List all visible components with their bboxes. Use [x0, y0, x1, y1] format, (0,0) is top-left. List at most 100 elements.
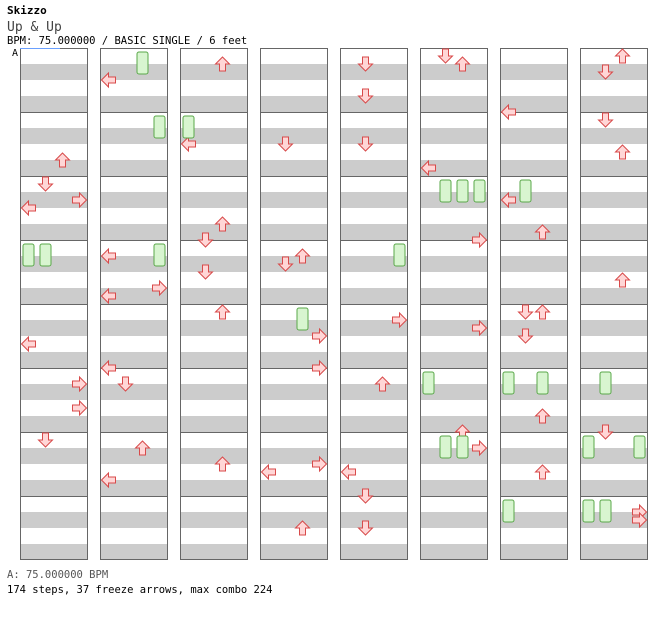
lane-stripe	[420, 416, 488, 432]
lane-stripe	[100, 352, 168, 368]
step-arrow	[632, 511, 648, 529]
freeze-arrow	[296, 307, 309, 331]
lane-stripe	[420, 448, 488, 464]
lane-stripe	[500, 512, 568, 528]
step-arrow	[197, 232, 214, 248]
freeze-arrow	[422, 371, 435, 395]
lane-stripe	[100, 480, 168, 496]
lane-stripe	[340, 96, 408, 112]
freeze-arrow	[536, 371, 549, 395]
bpm-legend: A: 75.000000 BPM	[7, 569, 109, 581]
freeze-arrow	[456, 179, 469, 203]
step-arrow	[357, 88, 374, 104]
freeze-arrow	[502, 499, 515, 523]
lane-stripe	[20, 352, 88, 368]
lane-stripe	[580, 448, 648, 464]
lane-stripe	[500, 96, 568, 112]
lane-stripe	[580, 160, 648, 176]
lane-stripe	[260, 448, 328, 464]
step-arrow	[214, 456, 231, 472]
freeze-arrow	[39, 243, 52, 267]
step-arrow	[294, 520, 311, 536]
step-arrow	[374, 376, 391, 392]
song-title: Up & Up	[7, 20, 62, 35]
lane-stripe	[260, 384, 328, 400]
lane-stripe	[20, 320, 88, 336]
freeze-arrow	[633, 435, 646, 459]
freeze-arrow	[153, 243, 166, 267]
lane-stripe	[180, 320, 248, 336]
chart-info: BPM: 75.000000 / BASIC SINGLE / 6 feet	[7, 35, 248, 47]
lane-stripe	[340, 224, 408, 240]
step-arrow	[534, 464, 551, 480]
step-arrow	[614, 48, 631, 64]
step-arrow	[517, 304, 534, 320]
lane-stripe	[500, 288, 568, 304]
lane-stripe	[580, 288, 648, 304]
step-arrow	[100, 471, 116, 489]
lane-stripe	[20, 480, 88, 496]
freeze-arrow	[182, 115, 195, 139]
step-arrow	[597, 64, 614, 80]
lane-stripe	[260, 160, 328, 176]
lane-stripe	[340, 192, 408, 208]
lane-stripe	[20, 192, 88, 208]
lane-stripe	[20, 288, 88, 304]
step-arrow	[100, 71, 116, 89]
lane-stripe	[180, 352, 248, 368]
lane-stripe	[180, 192, 248, 208]
lane-stripe	[20, 160, 88, 176]
lane-stripe	[100, 224, 168, 240]
lane-stripe	[180, 384, 248, 400]
lane-stripe	[260, 320, 328, 336]
lane-stripe	[580, 96, 648, 112]
step-arrow	[100, 287, 116, 305]
step-arrow	[72, 375, 88, 393]
step-arrow	[534, 304, 551, 320]
step-arrow	[454, 56, 471, 72]
step-arrow	[312, 455, 328, 473]
step-arrow	[100, 247, 116, 265]
lane-stripe	[260, 544, 328, 560]
freeze-arrow	[153, 115, 166, 139]
lane-stripe	[20, 64, 88, 80]
freeze-arrow	[136, 51, 149, 75]
freeze-arrow	[22, 243, 35, 267]
step-arrow	[614, 144, 631, 160]
lane-stripe	[340, 448, 408, 464]
lane-stripe	[100, 192, 168, 208]
step-arrow	[437, 48, 454, 64]
step-arrow	[214, 304, 231, 320]
lane-stripe	[100, 320, 168, 336]
lane-stripe	[100, 384, 168, 400]
step-arrow	[312, 327, 328, 345]
step-arrow	[500, 103, 516, 121]
step-arrow	[117, 376, 134, 392]
lane-stripe	[20, 256, 88, 272]
lane-stripe	[260, 64, 328, 80]
lane-stripe	[340, 416, 408, 432]
lane-stripe	[340, 256, 408, 272]
step-arrow	[260, 463, 276, 481]
step-arrow	[517, 328, 534, 344]
lane-stripe	[20, 544, 88, 560]
lane-stripe	[500, 224, 568, 240]
step-arrow	[37, 176, 54, 192]
step-arrow	[72, 399, 88, 417]
lane-stripe	[260, 128, 328, 144]
lane-stripe	[580, 256, 648, 272]
lane-stripe	[500, 160, 568, 176]
lane-stripe	[420, 256, 488, 272]
step-arrow	[357, 488, 374, 504]
lane-stripe	[100, 448, 168, 464]
lane-stripe	[340, 384, 408, 400]
lane-stripe	[260, 480, 328, 496]
lane-stripe	[420, 224, 488, 240]
lane-stripe	[20, 512, 88, 528]
step-arrow	[534, 408, 551, 424]
lane-stripe	[260, 512, 328, 528]
lane-stripe	[580, 512, 648, 528]
lane-stripe	[500, 256, 568, 272]
lane-stripe	[180, 96, 248, 112]
lane-stripe	[500, 544, 568, 560]
